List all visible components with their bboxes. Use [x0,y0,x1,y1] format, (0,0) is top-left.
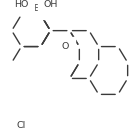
Text: B: B [33,4,39,13]
Text: HO: HO [14,0,29,9]
Text: OH: OH [43,0,58,9]
Text: O: O [62,42,69,51]
Text: Cl: Cl [17,121,26,130]
